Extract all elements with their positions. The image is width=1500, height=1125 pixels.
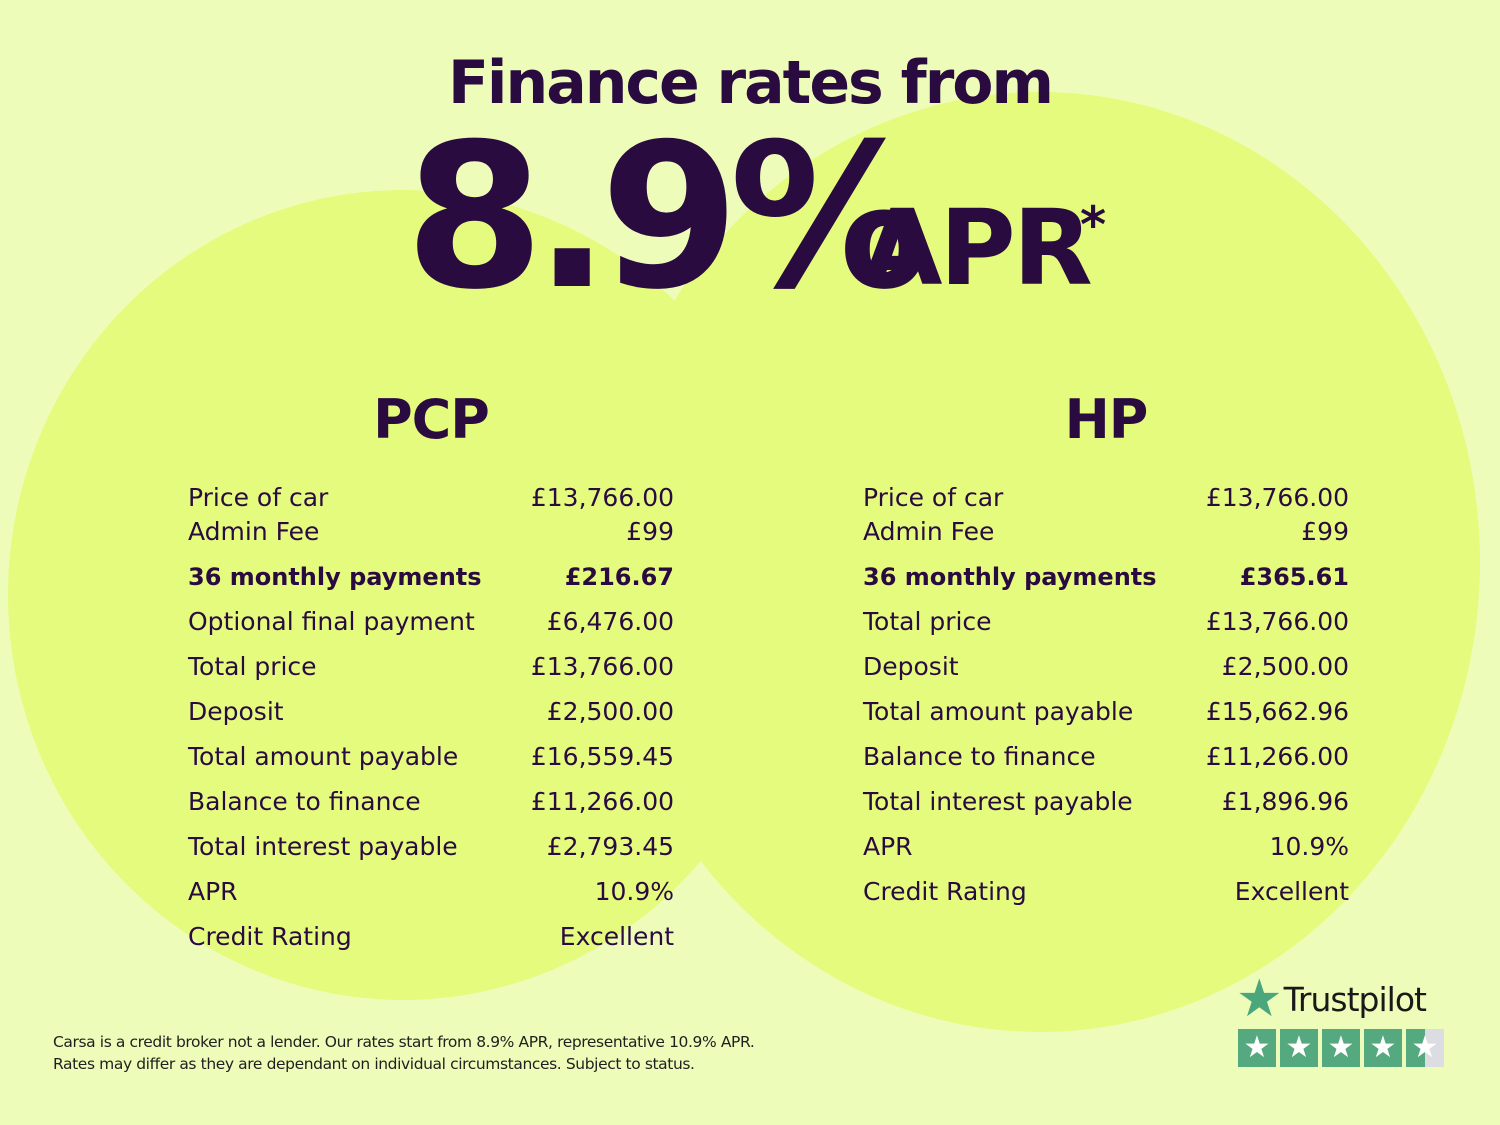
rating-star-icon: ★ [1280,1029,1318,1067]
row-label: 36 monthly payments [863,563,1157,591]
table-row: Total amount payable £15,662.96 [863,695,1349,740]
row-value: £15,662.96 [1205,697,1349,726]
headline-apr: APR [862,187,1093,309]
table-row: Admin Fee £99 [188,515,674,549]
table-row: 36 monthly payments £365.61 [863,560,1349,605]
row-value: £11,266.00 [530,787,674,816]
table-row: Total interest payable £2,793.45 [188,830,674,875]
row-value: £99 [1301,517,1349,546]
rating-star-icon: ★ [1406,1029,1444,1067]
row-value: 10.9% [594,877,674,906]
row-label: Total interest payable [188,832,458,861]
row-label: Price of car [863,483,1004,512]
headline-title: Finance rates from [447,48,1054,118]
table-row: Credit Rating Excellent [188,920,674,965]
hp-heading: HP [1064,388,1149,451]
table-row: Balance to finance £11,266.00 [188,785,674,830]
headline-rate: 8.9% [405,101,930,334]
table-row: Total amount payable £16,559.45 [188,740,674,785]
pcp-heading: PCP [373,388,490,451]
table-row: 36 monthly payments £216.67 [188,560,674,605]
row-value: £13,766.00 [1205,607,1349,636]
star-icon: ★ [1236,969,1283,1029]
row-value: £13,766.00 [530,652,674,681]
table-row: Balance to finance £11,266.00 [863,740,1349,785]
table-row: Deposit £2,500.00 [863,650,1349,695]
row-label: 36 monthly payments [188,563,482,591]
row-value: Excellent [1234,877,1349,906]
hp-table: HP Price of car £13,766.00 Admin Fee £99 36 … [863,388,1349,920]
row-value: Excellent [559,922,674,951]
row-value: £6,476.00 [546,607,674,636]
disclaimer-line: Rates may differ as they are dependant o… [53,1055,695,1073]
table-row: Total price £13,766.00 [188,650,674,695]
row-label: Credit Rating [863,877,1027,906]
row-value: £11,266.00 [1205,742,1349,771]
table-row: Total interest payable £1,896.96 [863,785,1349,830]
row-value: £2,500.00 [546,697,674,726]
background-circle-right [600,92,1480,1032]
disclaimer-line: Carsa is a credit broker not a lender. O… [53,1033,755,1051]
table-row: Optional final payment £6,476.00 [188,605,674,650]
table-row: APR 10.9% [863,830,1349,875]
row-label: Admin Fee [188,517,320,546]
row-label: Admin Fee [863,517,995,546]
row-label: Total amount payable [188,742,459,771]
table-row: Total price £13,766.00 [863,605,1349,650]
rating-star-icon: ★ [1364,1029,1402,1067]
trustpilot-badge: ★ Trustpilot ★ ★ ★ ★ ★ [1236,969,1444,1067]
pcp-table: PCP Price of car £13,766.00 Admin Fee £99 36… [188,388,674,965]
row-value: £16,559.45 [530,742,674,771]
table-row: APR 10.9% [188,875,674,920]
row-value: £2,793.45 [546,832,674,861]
row-label: Deposit [863,652,959,681]
table-row: Credit Rating Excellent [863,875,1349,920]
row-label: Optional final payment [188,607,475,636]
row-value: £13,766.00 [1205,483,1349,512]
asterisk: * [1080,196,1107,254]
table-row: Deposit £2,500.00 [188,695,674,740]
table-row: Price of car £13,766.00 [863,481,1349,515]
rating-star-icon: ★ [1322,1029,1360,1067]
row-value: £2,500.00 [1221,652,1349,681]
row-label: Balance to finance [188,787,421,816]
row-label: Total price [188,652,317,681]
row-label: Deposit [188,697,284,726]
row-value: 10.9% [1269,832,1349,861]
trustpilot-name: Trustpilot [1283,979,1427,1019]
row-label: Total amount payable [863,697,1134,726]
row-label: Total interest payable [863,787,1133,816]
row-value: £99 [626,517,674,546]
row-label: Total price [863,607,992,636]
row-label: Balance to finance [863,742,1096,771]
row-value: £1,896.96 [1221,787,1349,816]
table-row: Admin Fee £99 [863,515,1349,549]
row-label: Credit Rating [188,922,352,951]
table-row: Price of car £13,766.00 [188,481,674,515]
row-value: £216.67 [564,563,674,591]
row-label: Price of car [188,483,329,512]
row-label: APR [863,832,913,861]
row-value: £365.61 [1239,563,1349,591]
row-label: APR [188,877,238,906]
trustpilot-rating: ★ ★ ★ ★ ★ [1238,1029,1444,1067]
rating-star-icon: ★ [1238,1029,1276,1067]
row-value: £13,766.00 [530,483,674,512]
disclaimer: Carsa is a credit broker not a lender. O… [53,1031,755,1075]
